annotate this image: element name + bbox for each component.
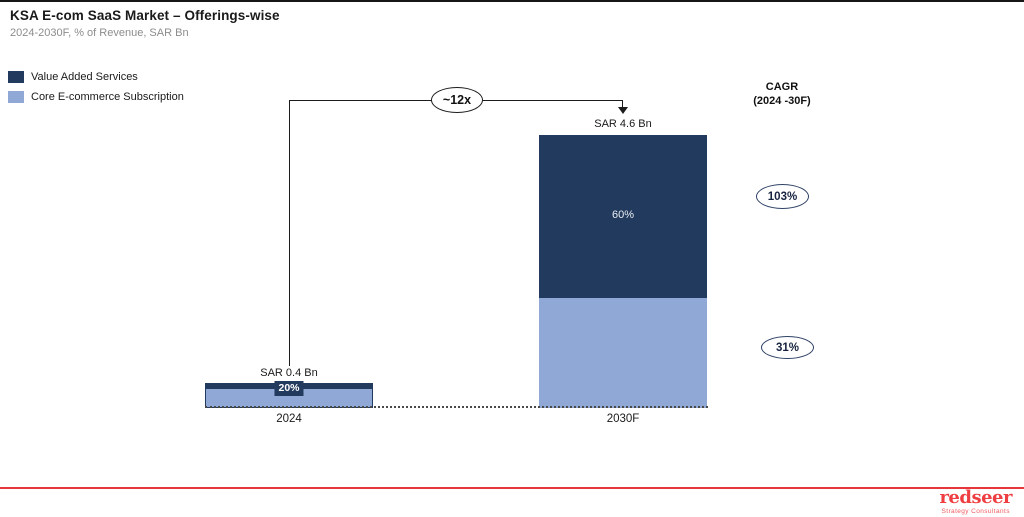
legend-item-core-subscription: Core E-commerce Subscription: [8, 87, 184, 107]
bar-2030f: 60%: [539, 135, 707, 408]
page-subtitle: 2024-2030F, % of Revenue, SAR Bn: [10, 27, 189, 39]
bar-2030f-vas-percent-label: 60%: [611, 209, 635, 221]
legend-item-value-added-services: Value Added Services: [8, 67, 184, 87]
bar-2030f-vas-segment: 60%: [539, 135, 707, 298]
bar-2024-vas-percent-badge: 20%: [274, 381, 304, 396]
connector-line-right: [622, 100, 623, 108]
legend-label: Value Added Services: [31, 71, 138, 83]
x-axis-baseline: [205, 406, 708, 408]
bar-total-label-2030f: SAR 4.6 Bn: [594, 118, 652, 130]
cagr-header-line1: CAGR: [765, 81, 799, 93]
legend-swatch-blue: [8, 91, 24, 103]
growth-multiplier-badge: ~12x: [431, 87, 483, 113]
bar-total-label-2024: SAR 0.4 Bn: [260, 367, 318, 379]
legend-label: Core E-commerce Subscription: [31, 91, 184, 103]
x-axis-label-2030f: 2030F: [606, 413, 640, 425]
cagr-header-line2: (2024 -30F): [753, 94, 811, 107]
redseer-logo: redseer Strategy Consultants: [939, 487, 1012, 516]
legend-swatch-navy: [8, 71, 24, 83]
cagr-value-vas: 103%: [756, 184, 809, 209]
top-divider-line: [0, 0, 1024, 2]
bar-2030f-core-segment: [539, 298, 707, 408]
logo-tagline: Strategy Consultants: [941, 508, 1010, 515]
footer-divider-line: [0, 487, 1024, 489]
cagr-column-header: CAGR (2024 -30F): [730, 81, 834, 108]
page-title: KSA E-com SaaS Market – Offerings-wise: [10, 8, 280, 23]
connector-line-left: [289, 100, 290, 366]
chart-legend: Value Added Services Core E-commerce Sub…: [8, 67, 184, 107]
cagr-value-core: 31%: [761, 336, 814, 359]
logo-wordmark: redseer: [939, 487, 1012, 508]
arrow-down-icon: [618, 107, 628, 114]
x-axis-label-2024: 2024: [276, 413, 302, 425]
